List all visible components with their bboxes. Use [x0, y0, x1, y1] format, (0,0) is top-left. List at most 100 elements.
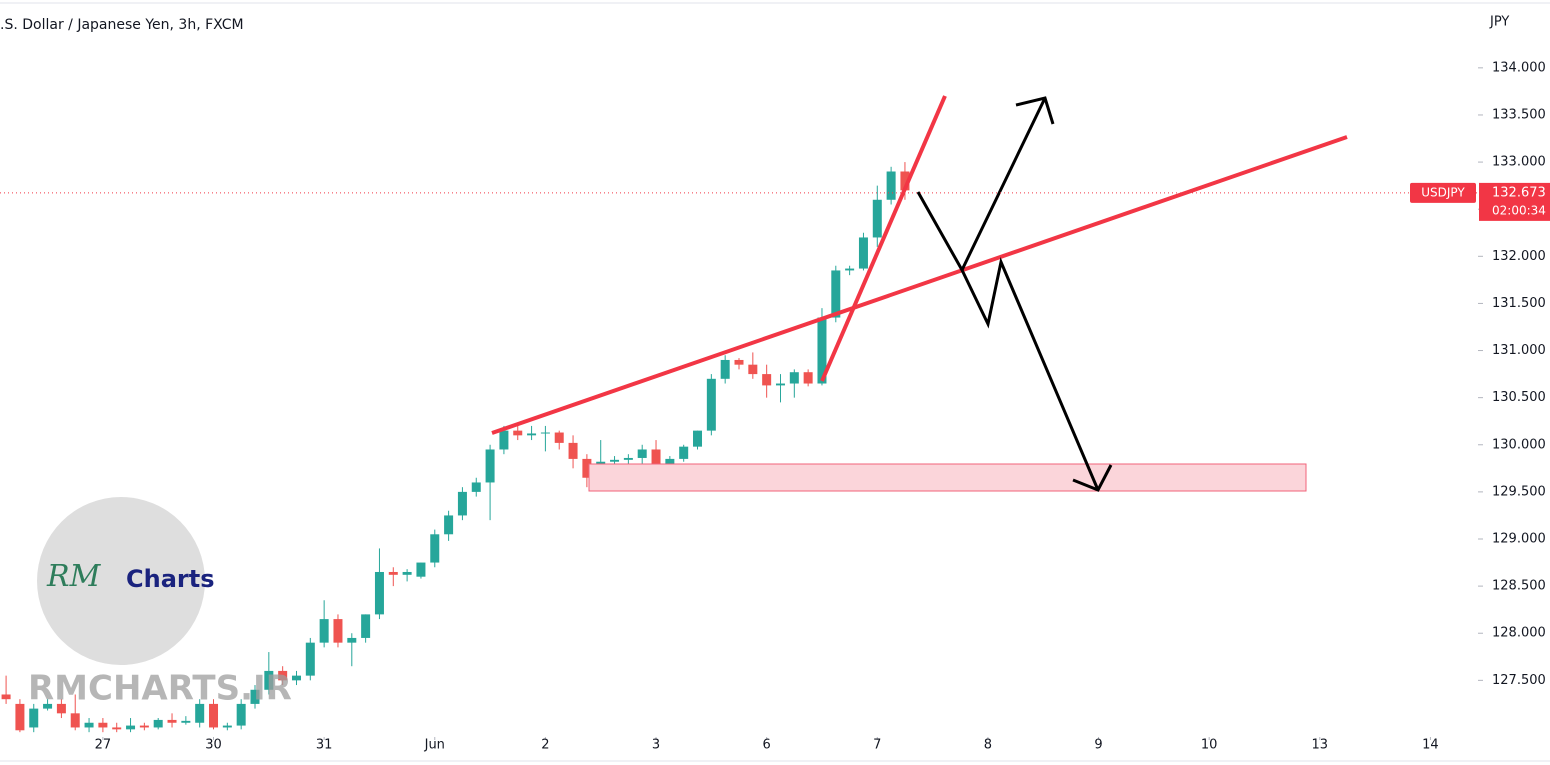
support-zone: [588, 463, 1307, 492]
x-tick-label: 13: [1312, 738, 1329, 753]
logo-circle: [37, 497, 205, 665]
plot-area: [1, 162, 910, 733]
candle-body: [236, 703, 246, 726]
x-tick-label: Jun: [424, 738, 445, 753]
y-tick-label: 131.000: [1492, 343, 1546, 358]
y-tick-label: 129.000: [1492, 532, 1546, 547]
candle-body: [803, 372, 813, 384]
y-tick-label: 132.000: [1492, 249, 1546, 264]
candle-body: [582, 458, 592, 478]
candle-body: [471, 482, 481, 492]
x-tick-label: 3: [652, 738, 660, 753]
scenario-arrow: [960, 257, 1100, 491]
y-tick-label: 134.000: [1492, 60, 1546, 75]
candle-body: [457, 491, 467, 516]
candle-body: [402, 571, 412, 575]
candle-body: [139, 725, 149, 728]
candle-body: [637, 449, 647, 458]
trendline: [820, 95, 947, 382]
candle-body: [29, 708, 39, 728]
candle-body: [43, 703, 53, 709]
x-tick-label: 10: [1201, 738, 1218, 753]
candle-body: [734, 359, 744, 365]
candle-body: [527, 433, 537, 436]
candle-body: [789, 372, 799, 384]
candle-body: [872, 199, 882, 238]
candle-body: [56, 703, 66, 714]
candle-body: [98, 722, 108, 728]
candle-body: [70, 713, 80, 728]
candle-body: [305, 642, 315, 676]
arrow-head: [1015, 96, 1055, 125]
candle-body: [651, 449, 661, 464]
x-tick-label: 30: [205, 738, 222, 753]
arrow-head: [1072, 464, 1113, 492]
candle-body: [665, 458, 675, 464]
x-tick-label: 9: [1094, 738, 1102, 753]
candle-body: [775, 383, 785, 386]
candle-body: [430, 534, 440, 563]
candle-body: [748, 364, 758, 375]
y-tick-label: 133.000: [1492, 155, 1546, 170]
candle-body: [679, 446, 689, 459]
candle-body: [209, 703, 219, 728]
candle-body: [706, 378, 716, 431]
candle-body: [831, 270, 841, 318]
y-tick-label: 131.500: [1492, 296, 1546, 311]
logo-initials: RM: [46, 559, 102, 594]
candle-body: [720, 359, 730, 379]
y-tick-label: 127.500: [1492, 673, 1546, 688]
candle-body: [388, 571, 398, 575]
y-tick-label: 128.000: [1492, 626, 1546, 641]
y-tick-label: 128.500: [1492, 579, 1546, 594]
candle-body: [485, 449, 495, 483]
candle-body: [361, 614, 371, 638]
x-tick-label: 14: [1422, 738, 1439, 753]
trendline: [491, 135, 1348, 435]
candle-body: [347, 637, 357, 643]
x-tick-label: 2: [541, 738, 549, 753]
candle-body: [278, 670, 288, 681]
countdown-label: 02:00:34: [1492, 203, 1546, 217]
candle-body: [250, 689, 260, 704]
candle-body: [845, 268, 855, 271]
y-tick-label: 133.500: [1492, 107, 1546, 122]
price-label: 132.673: [1492, 185, 1546, 200]
candle-body: [416, 562, 426, 577]
price-tag: [1479, 182, 1550, 221]
candle-body: [568, 442, 578, 459]
x-tick-label: 6: [763, 738, 771, 753]
candle-body: [15, 703, 25, 731]
candle-body: [858, 237, 868, 269]
candle-body: [374, 571, 384, 615]
candle-body: [1, 694, 11, 700]
candle-body: [264, 670, 274, 690]
symbol-tag: [1410, 182, 1476, 203]
x-tick-label: 7: [873, 738, 881, 753]
candle-body: [762, 374, 772, 386]
candle-body: [181, 720, 191, 723]
candle-body: [886, 171, 896, 200]
candle-body: [900, 171, 910, 191]
chart-title: .S. Dollar / Japanese Yen, 3h, FXCM: [0, 17, 244, 33]
candle-body: [513, 430, 523, 436]
y-tick-label: 130.000: [1492, 437, 1546, 452]
candle-body: [333, 619, 343, 643]
candle-body: [817, 317, 827, 384]
candle-body: [693, 430, 703, 447]
candle-body: [291, 675, 301, 681]
candle-body: [499, 430, 509, 450]
x-tick-label: 8: [984, 738, 992, 753]
candle-body: [84, 722, 94, 728]
candle-body: [444, 515, 454, 535]
y-tick-label: 130.500: [1492, 390, 1546, 405]
candle-body: [222, 725, 232, 728]
candle-body: [319, 619, 329, 643]
watermark: RMCHARTS.IR: [28, 669, 292, 709]
candle-body: [112, 727, 122, 730]
candle-body: [195, 703, 205, 723]
candle-body: [167, 719, 177, 723]
